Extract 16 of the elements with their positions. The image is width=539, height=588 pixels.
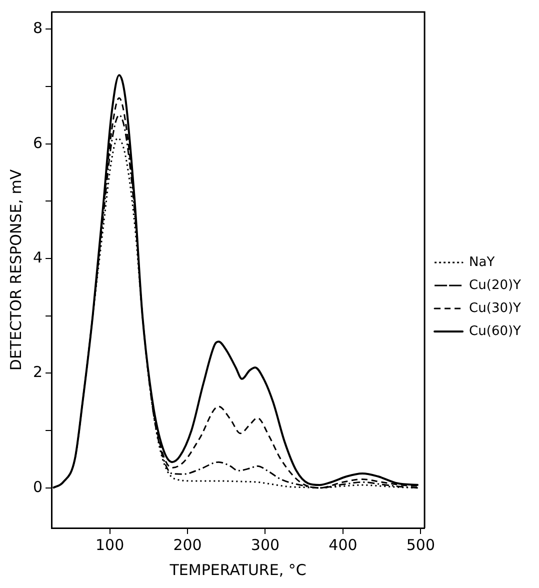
legend-label: NaY [469,254,495,270]
x-tick-label: 500 [406,536,435,554]
y-axis-title: DETECTOR RESPONSE, mV [6,168,25,371]
x-tick-label: 300 [250,536,280,554]
y-tick-label: 6 [32,134,43,152]
x-tick-label: 100 [96,536,124,554]
y-tick-label: 0 [32,478,43,496]
x-tick-label: 200 [173,536,202,554]
x-axis-title: TEMPERATURE, °C [168,560,306,579]
y-tick-label: 8 [32,19,43,38]
legend-label: Cu(60)Y [469,324,522,339]
y-tick-label: 4 [32,248,43,266]
x-tick-label: 400 [328,536,358,554]
y-tick-label: 2 [32,363,43,382]
legend-label: Cu(30)Y [469,300,522,316]
legend-label: Cu(20)Y [469,278,522,293]
